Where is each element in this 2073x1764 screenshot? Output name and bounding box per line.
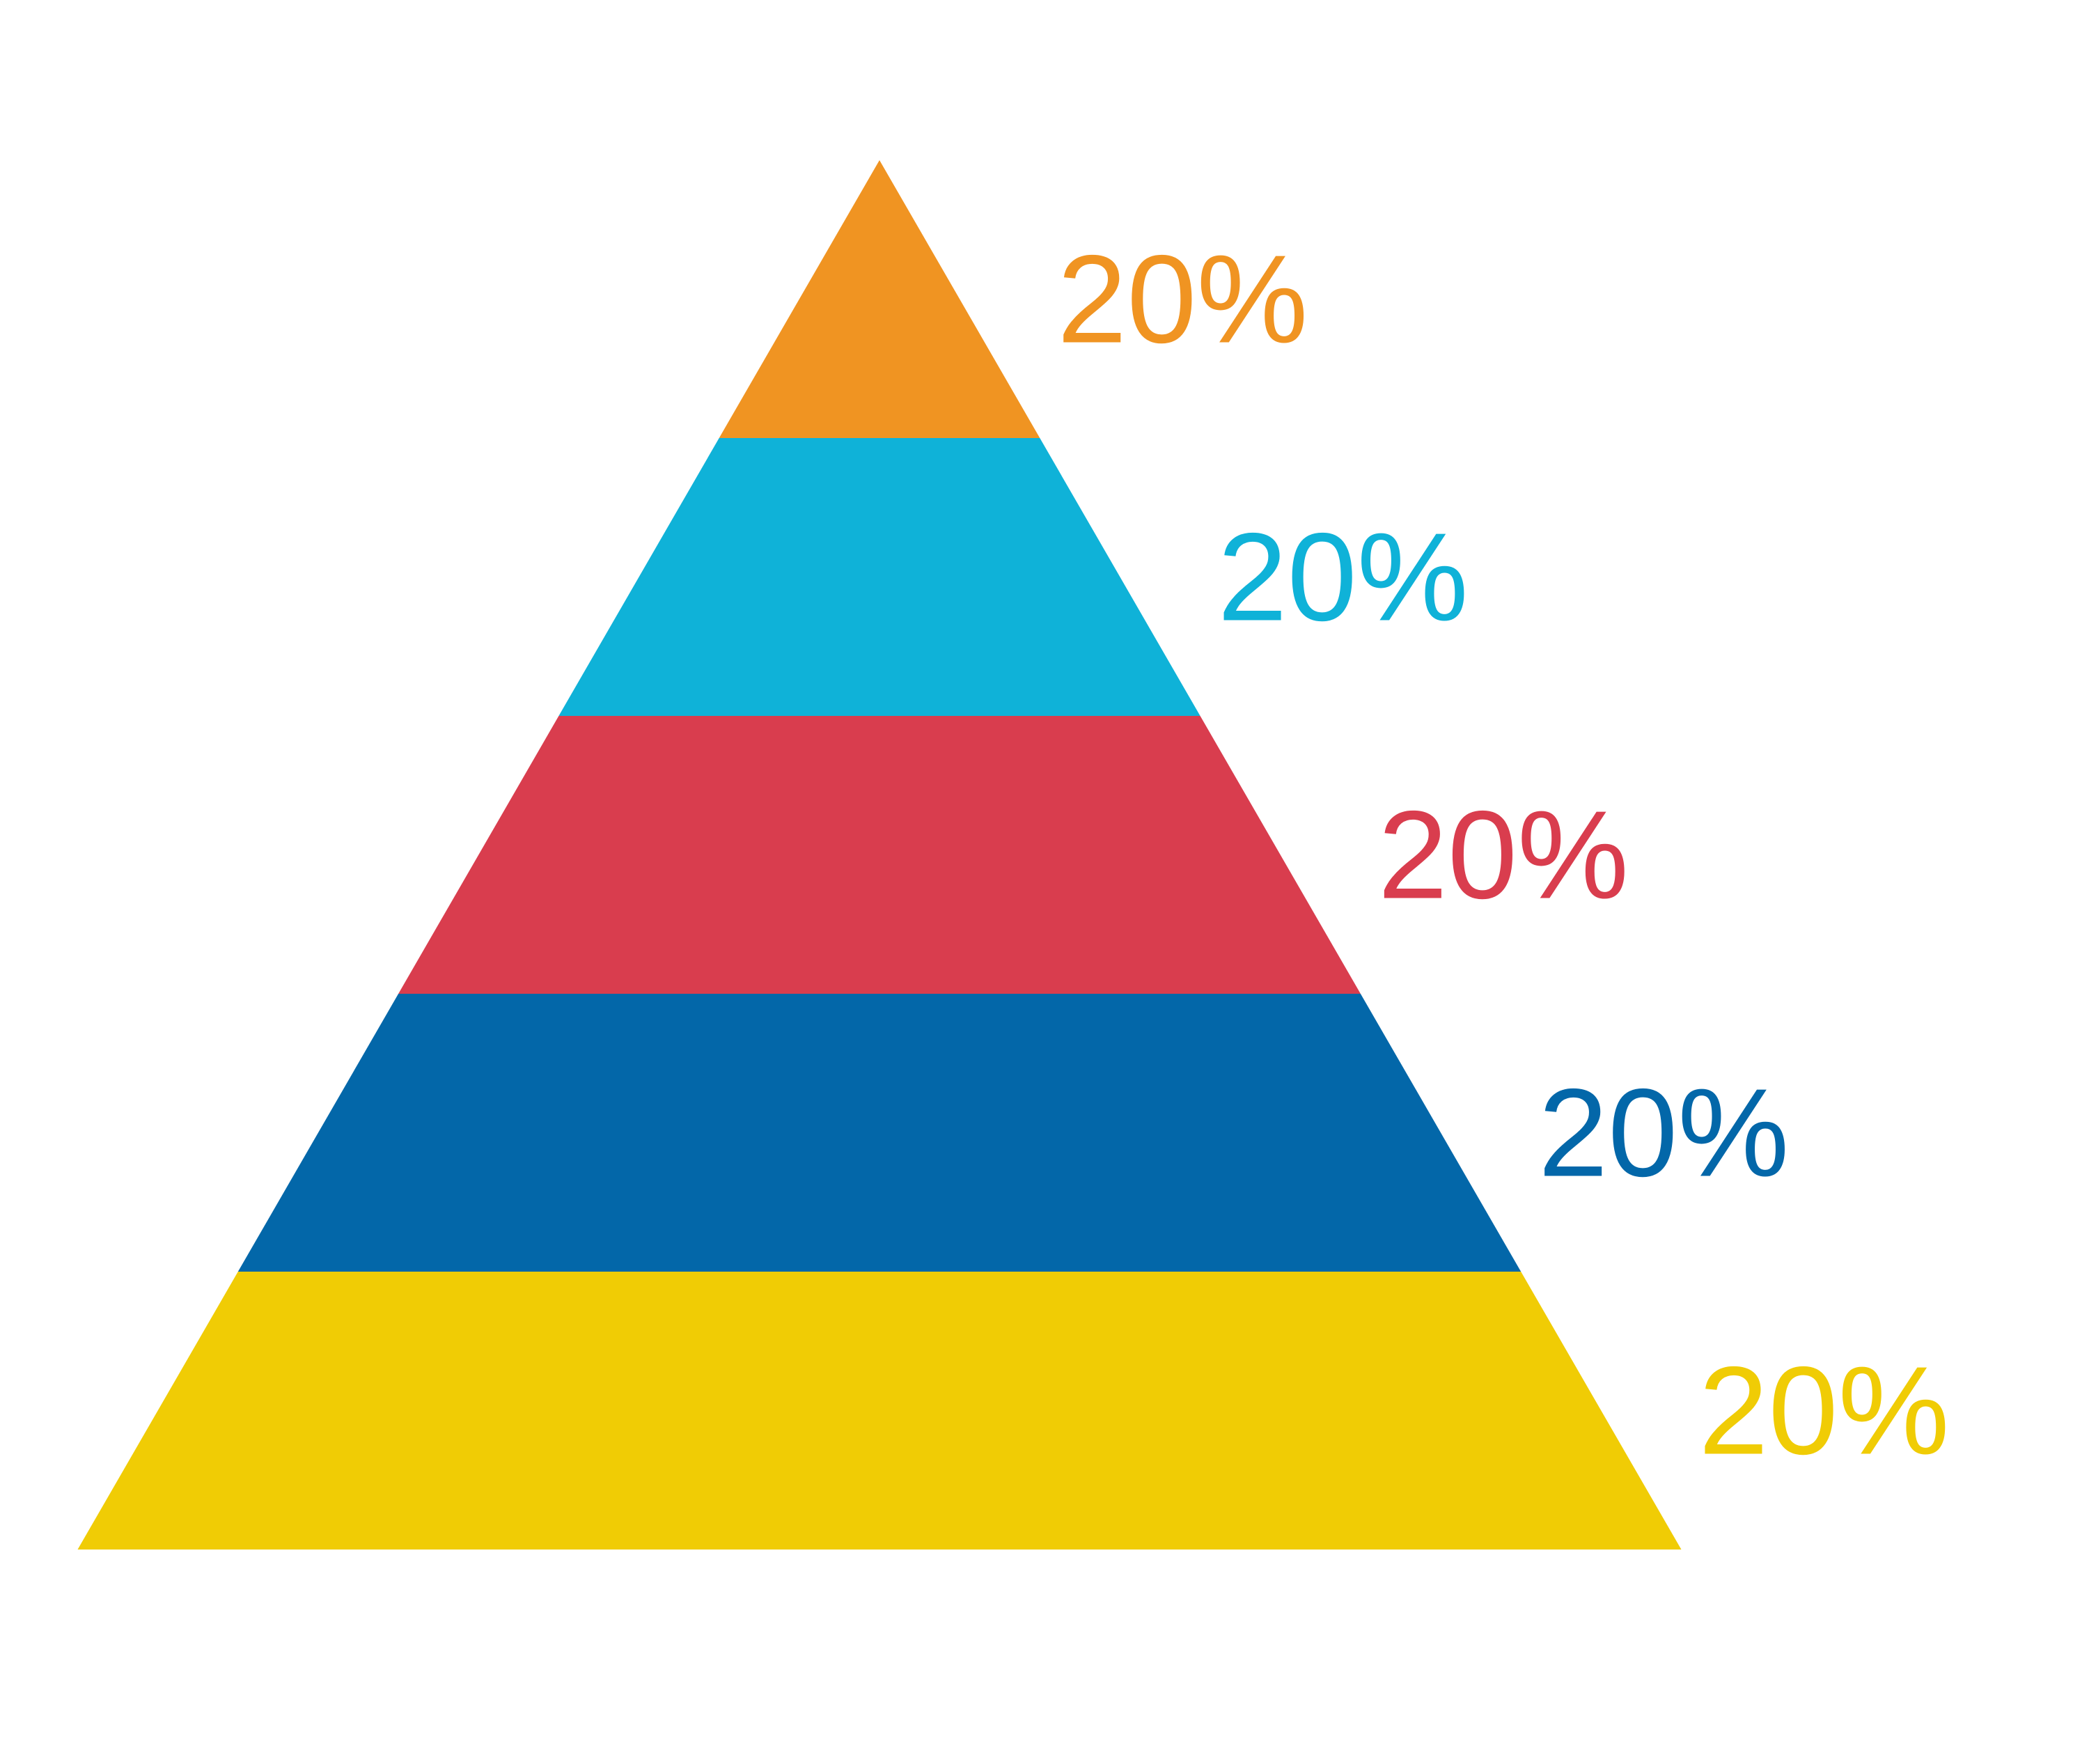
pyramid-label-3: 20% (1378, 786, 1629, 926)
pyramid-segment-1 (719, 160, 1040, 438)
pyramid-segment-5 (77, 1272, 1682, 1550)
pyramid-label-2: 20% (1218, 508, 1469, 648)
pyramid-segments (77, 160, 1682, 1550)
pyramid-segment-3 (398, 716, 1361, 994)
pyramid-label-1: 20% (1057, 230, 1308, 370)
pyramid-segment-2 (558, 438, 1200, 716)
pyramid-segment-4 (237, 994, 1521, 1272)
pyramid-label-5: 20% (1698, 1341, 1949, 1481)
pyramid-labels: 20% 20% 20% 20% 20% (1057, 230, 1949, 1481)
pyramid-label-4: 20% (1538, 1063, 1789, 1203)
